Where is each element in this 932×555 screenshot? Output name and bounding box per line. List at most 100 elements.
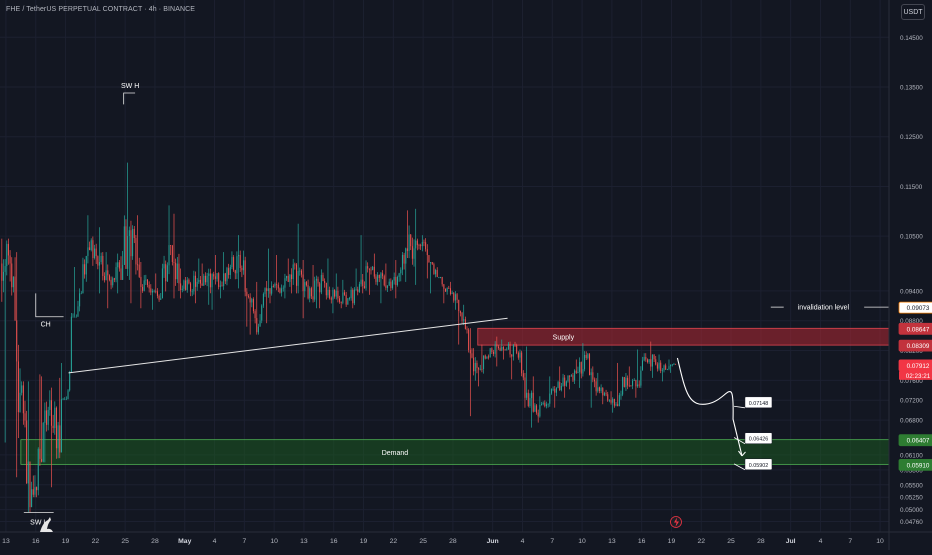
candle-body (661, 370, 663, 372)
candle-body (259, 320, 261, 327)
candle-body (615, 404, 617, 406)
candle-body (392, 280, 394, 288)
tradingview-logo-icon (40, 517, 53, 532)
price-tag[interactable] (898, 339, 932, 352)
candle-body (201, 283, 203, 286)
candle-body (385, 285, 387, 288)
candle-body (540, 404, 543, 405)
trend-line[interactable] (68, 317, 508, 374)
candle-body (7, 243, 9, 256)
candle-body (269, 288, 271, 294)
candle-body (396, 276, 398, 285)
candle-body (137, 264, 139, 266)
candle-body (89, 247, 91, 251)
currency-button[interactable]: USDT (901, 4, 925, 20)
price-tag[interactable] (898, 458, 932, 471)
price-tag[interactable] (898, 301, 932, 314)
candle-body (191, 291, 193, 293)
candle-body (272, 286, 274, 288)
x-tick-label: Jun (487, 538, 499, 545)
candle-body (286, 275, 288, 279)
candle-body (37, 448, 39, 491)
candle-body (444, 288, 447, 292)
candle-body (239, 255, 241, 268)
candle-body (244, 260, 246, 292)
candle-body (521, 352, 523, 374)
candle-body (85, 256, 87, 275)
price-tag-label: 0.07912 (907, 363, 930, 370)
candle-body (537, 412, 539, 417)
candle-body (292, 264, 294, 280)
candle-body (476, 362, 478, 368)
candle-body (214, 276, 216, 279)
candle-body (320, 275, 322, 293)
x-tick-label: 4 (521, 538, 525, 545)
candle-body (113, 278, 115, 280)
zone-label-demand: Demand (382, 450, 409, 457)
candle-body (11, 263, 13, 288)
candle-body (395, 276, 397, 285)
candle-body (26, 420, 28, 484)
candle-body (72, 316, 74, 318)
y-tick-label: 0.06100 (900, 452, 923, 459)
candle-body (120, 268, 122, 280)
candle-body (97, 256, 99, 266)
candle-body (575, 370, 577, 373)
candle-body (499, 348, 501, 351)
candle-body (246, 291, 248, 296)
candle-body (406, 248, 408, 252)
x-tick-label: 10 (578, 538, 586, 545)
candle-body (128, 230, 130, 237)
candle-body (502, 346, 504, 350)
candle-body (110, 279, 112, 286)
candle-body (208, 273, 210, 276)
candle-body (219, 285, 221, 287)
candle-body (195, 275, 197, 287)
candle-body (67, 390, 69, 400)
candle-body (353, 289, 355, 304)
candle-body (670, 364, 672, 367)
candle-body (443, 284, 445, 289)
candle-body (34, 487, 36, 495)
candle-body (42, 422, 44, 462)
candle-body (271, 286, 273, 294)
candle-body (55, 407, 57, 449)
price-tag[interactable] (898, 434, 932, 447)
candle-body (484, 355, 486, 359)
candle-body (398, 273, 400, 277)
y-tick-label: 0.04760 (900, 519, 923, 526)
candle-body (307, 285, 309, 299)
candle-body (145, 279, 147, 281)
candle-body (387, 285, 389, 288)
candle-body (19, 392, 21, 413)
candle-body (673, 363, 675, 365)
x-tick-label: 10 (876, 538, 884, 545)
candle-body (401, 254, 403, 270)
candle-body (127, 236, 129, 269)
candle-body (605, 393, 607, 395)
candle-body (209, 273, 211, 288)
candle-body (433, 264, 435, 275)
candle-body (506, 349, 508, 351)
candle-body (107, 270, 109, 276)
candle-body (474, 362, 476, 372)
price-tag[interactable] (898, 322, 932, 335)
candle-body (438, 276, 440, 278)
candle-body (420, 245, 422, 247)
candle-body (266, 288, 268, 291)
candle-body (16, 320, 18, 362)
y-tick-label: 0.05250 (900, 495, 923, 502)
candle-body (602, 387, 604, 396)
y-tick-label: 0.09400 (900, 288, 923, 295)
candle-body (17, 361, 19, 413)
candle-body (441, 276, 443, 285)
candle-body (180, 283, 182, 290)
candle-body (489, 348, 491, 358)
candle-body (565, 381, 567, 386)
candle-body (166, 265, 168, 282)
candle-body (559, 382, 561, 391)
candle-body (625, 377, 627, 387)
price-tag-label: 0.09073 (907, 305, 930, 312)
x-tick-label: 16 (32, 538, 40, 545)
